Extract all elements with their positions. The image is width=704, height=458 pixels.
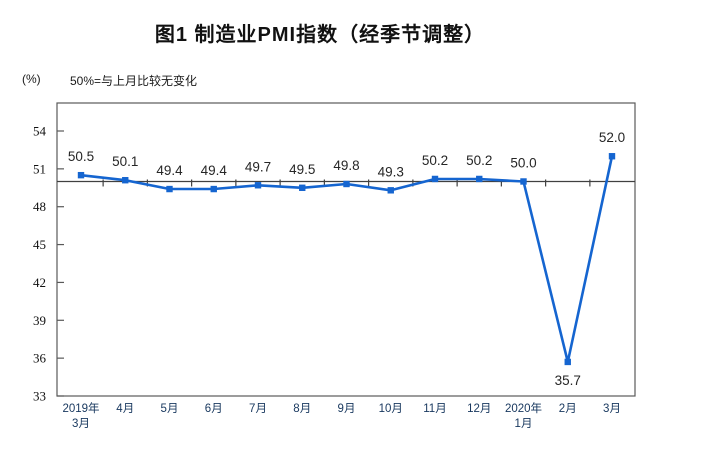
- data-point-label: 49.3: [378, 164, 404, 179]
- data-point-label: 49.7: [245, 159, 271, 174]
- data-point-marker: [387, 187, 394, 194]
- plot-border: [56, 102, 636, 397]
- data-point-marker: [122, 177, 129, 184]
- y-tick-label: 54: [33, 124, 47, 139]
- x-tick-label: 1月: [515, 418, 533, 430]
- x-tick-label: 8月: [293, 403, 311, 415]
- data-point-marker: [77, 171, 85, 179]
- data-point-label: 50.2: [466, 153, 492, 168]
- x-tick-label: 9月: [338, 403, 356, 415]
- data-point-label: 35.7: [555, 373, 581, 388]
- y-tick-label: 33: [33, 389, 46, 404]
- x-tick-label: 3月: [72, 418, 90, 430]
- data-point-marker: [608, 153, 616, 160]
- data-point-label: 49.5: [289, 162, 315, 177]
- data-point-marker: [210, 185, 217, 193]
- x-tick-label: 2月: [559, 403, 577, 415]
- data-point-label: 50.0: [510, 155, 536, 170]
- data-point-label: 49.4: [156, 163, 183, 178]
- x-tick-label: 5月: [161, 403, 179, 415]
- x-tick-label: 10月: [379, 403, 403, 415]
- data-point-marker: [520, 178, 527, 185]
- data-point-marker: [166, 185, 173, 193]
- y-tick-label: 45: [33, 237, 46, 252]
- y-tick-label: 39: [33, 313, 46, 328]
- x-tick-label: 2020年: [505, 401, 542, 415]
- data-point-marker: [476, 175, 483, 183]
- data-point-marker: [564, 358, 571, 366]
- data-point-label: 49.4: [201, 163, 228, 178]
- data-point-marker: [299, 184, 306, 191]
- y-tick-label: 42: [33, 275, 46, 290]
- reference-line-note: 50%=与上月比较无变化: [70, 74, 198, 88]
- y-tick-label: 36: [33, 351, 47, 366]
- x-tick-label: 7月: [249, 403, 267, 415]
- x-tick-label: 12月: [467, 403, 491, 415]
- data-point-marker: [254, 182, 262, 189]
- x-tick-label: 2019年: [62, 401, 99, 415]
- y-axis-unit-label: (%): [22, 72, 41, 86]
- data-point-label: 50.5: [68, 149, 94, 164]
- data-point-label: 49.8: [333, 158, 359, 173]
- chart-title: 图1 制造业PMI指数（经季节调整）: [154, 24, 486, 46]
- data-point-marker: [343, 180, 350, 188]
- data-point-label: 50.1: [112, 154, 138, 169]
- x-tick-label: 11月: [423, 403, 446, 415]
- x-tick-label: 4月: [116, 403, 134, 415]
- data-point-label: 50.2: [422, 153, 448, 168]
- y-tick-label: 48: [33, 199, 46, 214]
- x-tick-label: 3月: [603, 403, 621, 415]
- data-point-label: 52.0: [599, 130, 625, 145]
- x-tick-label: 6月: [205, 403, 223, 415]
- y-tick-label: 51: [33, 161, 46, 176]
- data-point-marker: [431, 175, 439, 183]
